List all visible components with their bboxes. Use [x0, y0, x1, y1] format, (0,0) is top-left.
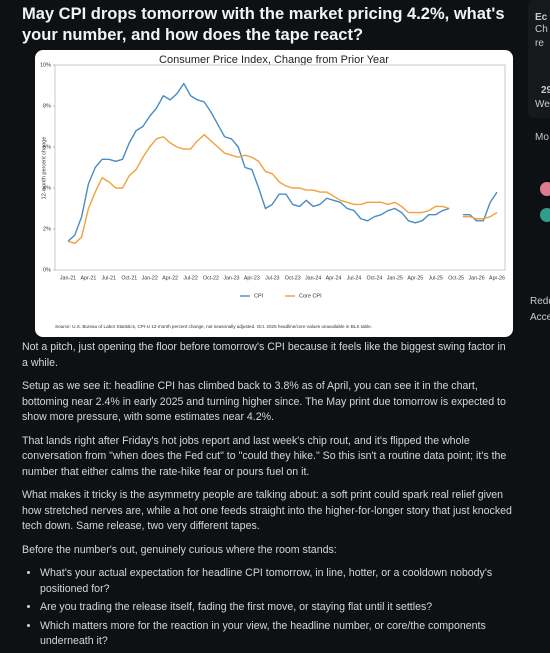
page: May CPI drops tomorrow with the market p…: [0, 0, 550, 625]
x-tick-label: Jul-23: [265, 275, 279, 281]
x-tick-label: Jan-21: [60, 275, 76, 281]
sidebar-text: 29: [541, 85, 550, 96]
community-icon[interactable]: [540, 182, 550, 196]
series-line: [67, 82, 498, 242]
x-tick-label: Oct-23: [285, 275, 301, 281]
paragraph: That lands right after Friday's hot jobs…: [22, 434, 507, 478]
bullet-item: Which matters more for the reaction in y…: [40, 619, 514, 650]
y-tick-label: 2%: [43, 226, 51, 232]
paragraph: What makes it tricky is the asymmetry pe…: [22, 489, 512, 532]
x-tick-label: Apr-23: [244, 275, 260, 281]
x-tick-label: Jan-26: [468, 275, 484, 281]
x-tick-label: Oct-21: [121, 275, 137, 281]
x-tick-label: Jul-25: [428, 275, 442, 281]
chart-title: Consumer Price Index, Change from Prior …: [159, 54, 389, 66]
paragraph: Before the number's out, genuinely curio…: [22, 543, 337, 556]
y-tick-label: 8%: [43, 103, 51, 109]
x-tick-label: Jan-24: [305, 275, 321, 281]
x-tick-label: Jul-24: [347, 275, 361, 281]
chart-image: Consumer Price Index, Change from Prior …: [35, 50, 513, 337]
bullet-item: Are you trading the release itself, fadi…: [40, 600, 514, 616]
source-note: Source: U.S. Bureau of Labor Statistics,…: [55, 324, 372, 329]
post-body: Not a pitch, just opening the floor befo…: [22, 340, 514, 653]
sidebar-text: Redd: [530, 296, 550, 307]
sidebar-text: Ch: [535, 24, 548, 35]
x-tick-label: Jan-22: [142, 275, 158, 281]
sidebar-text: Ec: [535, 12, 548, 23]
x-tick-label: Oct-22: [203, 275, 219, 281]
sidebar-card: [528, 0, 550, 118]
bullet-list: What's your actual expectation for headl…: [22, 566, 514, 650]
x-tick-label: Jul-22: [183, 275, 197, 281]
legend-label: Core CPI: [299, 293, 322, 299]
x-tick-label: Oct-25: [448, 275, 464, 281]
post-title: May CPI drops tomorrow with the market p…: [22, 5, 505, 44]
y-axis-label: 12-month percent change: [41, 137, 47, 200]
x-tick-label: Oct-24: [366, 275, 382, 281]
sidebar-text: We: [535, 99, 550, 110]
post: May CPI drops tomorrow with the market p…: [22, 0, 514, 46]
x-tick-label: Apr-26: [489, 275, 505, 281]
sidebar-text: re: [535, 38, 544, 49]
paragraph: Setup as we see it: headline CPI has cli…: [22, 380, 506, 423]
paragraph: Not a pitch, just opening the floor befo…: [22, 341, 506, 369]
bullet-item: What's your actual expectation for headl…: [40, 566, 514, 597]
x-tick-label: Apr-24: [326, 275, 342, 281]
x-tick-label: Jan-25: [387, 275, 403, 281]
community-icon[interactable]: [540, 208, 550, 222]
plot-frame: [54, 64, 506, 271]
y-tick-label: 4%: [43, 185, 51, 191]
x-tick-label: Apr-25: [407, 275, 423, 281]
y-tick-label: 10%: [40, 62, 51, 68]
y-tick-label: 6%: [43, 144, 51, 150]
x-tick-label: Jan-23: [223, 275, 239, 281]
x-tick-label: Jul-21: [102, 275, 116, 281]
x-tick-label: Apr-22: [162, 275, 178, 281]
x-tick-label: Apr-21: [80, 275, 96, 281]
legend-label: CPI: [254, 293, 264, 299]
chart: Consumer Price Index, Change from Prior …: [40, 54, 506, 329]
sidebar-text: Mo: [535, 132, 549, 143]
sidebar-text: Acce: [530, 312, 550, 323]
y-tick-label: 0%: [43, 267, 51, 273]
series-line: [67, 134, 498, 245]
